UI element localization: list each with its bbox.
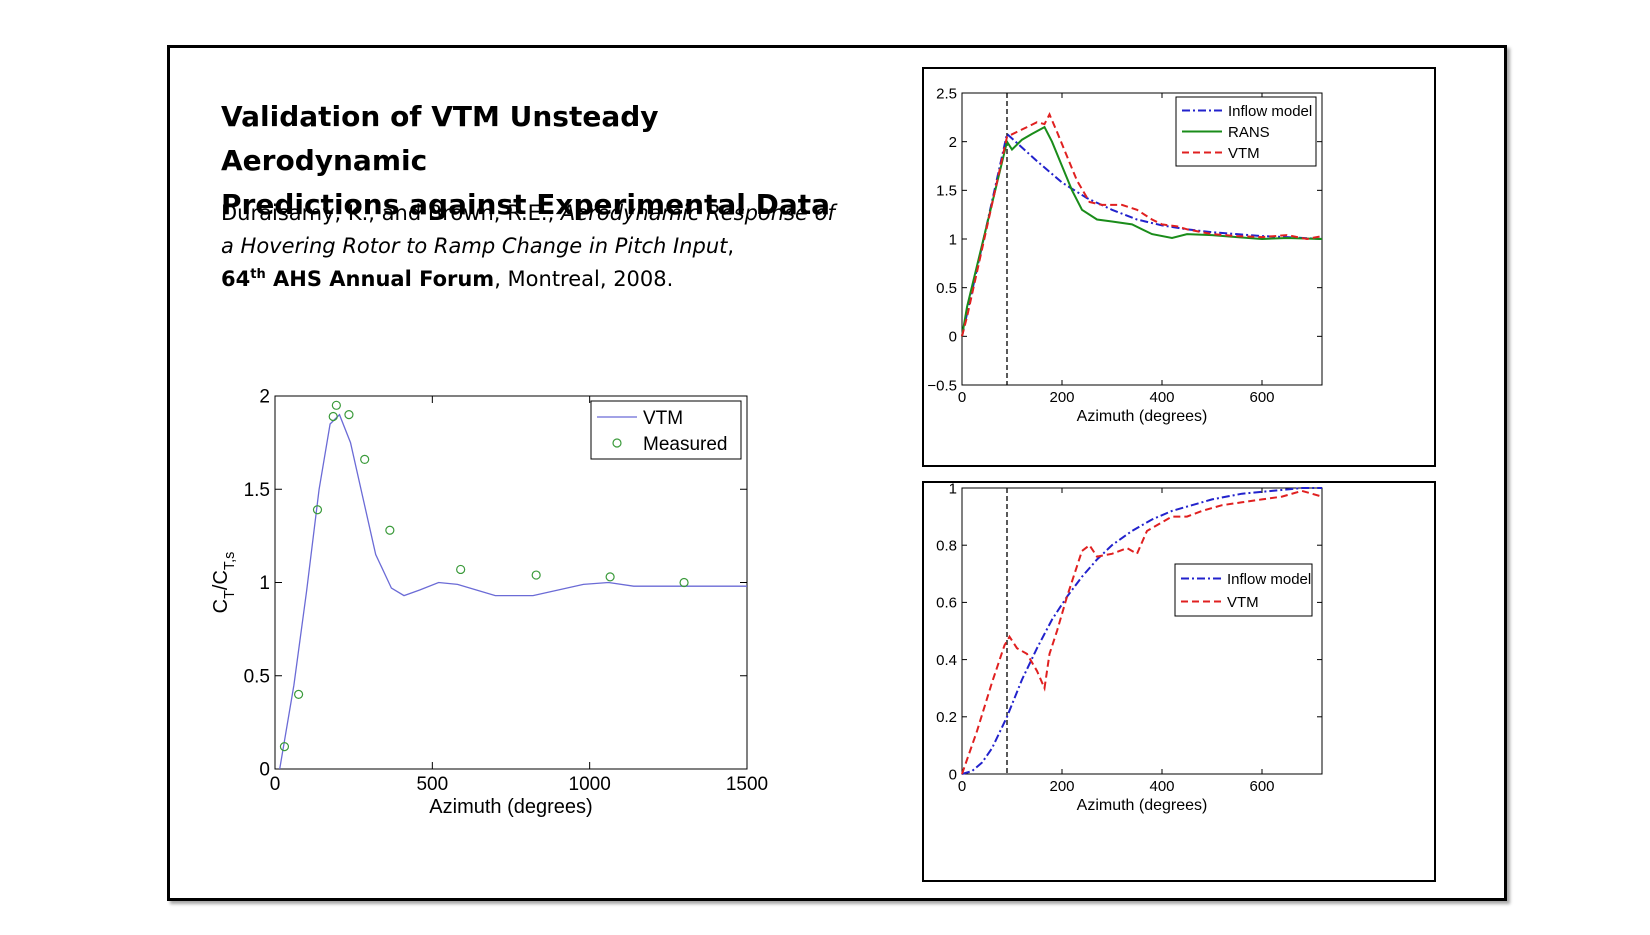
citation-forum-number: 64 — [221, 267, 250, 291]
y-tick-label: 0.4 — [936, 652, 957, 669]
y-tick-label: −0.5 — [927, 377, 957, 394]
y-tick-label: 0 — [949, 329, 957, 346]
x-axis-label: Azimuth (degrees) — [1077, 408, 1208, 425]
y-tick-label: 2.5 — [936, 85, 957, 102]
legend-label: Measured — [643, 434, 728, 455]
y-tick-label: 1 — [949, 231, 957, 248]
title-line-1: Validation of VTM Unsteady Aerodynamic — [221, 100, 659, 177]
y-tick-label: 2 — [949, 134, 957, 151]
y-tick-label: 1 — [949, 483, 957, 497]
legend-label: Inflow model — [1228, 103, 1312, 120]
legend-label: VTM — [643, 408, 683, 429]
x-tick-label: 0 — [958, 389, 966, 406]
y-tick-label: 1.5 — [936, 183, 957, 200]
citation-location: , Montreal, 2008. — [494, 267, 673, 291]
x-tick-label: 1000 — [569, 774, 611, 795]
y-axis-label: CT​/CT,s​ — [210, 552, 238, 614]
x-tick-label: 400 — [1149, 389, 1174, 406]
legend-label: VTM — [1227, 594, 1259, 611]
citation-forum-suffix: th — [250, 267, 265, 282]
citation-paper-title-1: Aerodynamic Response of — [561, 201, 835, 225]
x-tick-label: 1500 — [726, 774, 768, 795]
y-tick-label: 0.5 — [244, 666, 270, 687]
x-tick-label: 200 — [1049, 778, 1074, 795]
x-tick-label: 400 — [1149, 778, 1174, 795]
citation-paper-title-2: a Hovering Rotor to Ramp Change in Pitch… — [221, 234, 727, 258]
x-tick-label: 500 — [416, 774, 448, 795]
legend-label: VTM — [1228, 145, 1260, 162]
y-tick-label: 0.5 — [936, 280, 957, 297]
legend-label: Inflow model — [1227, 571, 1311, 588]
y-tick-label: 1.5 — [244, 480, 270, 501]
y-tick-label: 0.8 — [936, 537, 957, 554]
y-tick-label: 0 — [259, 760, 270, 781]
y-tick-label: 0.6 — [936, 595, 957, 612]
x-tick-label: 600 — [1249, 778, 1274, 795]
citation: Duraisamy, K., and Brown, R.E., Aerodyna… — [221, 197, 901, 296]
y-tick-label: 2 — [259, 387, 270, 408]
citation-authors: Duraisamy, K., and Brown, R.E., — [221, 201, 561, 225]
x-tick-label: 600 — [1249, 389, 1274, 406]
y-tick-label: 0 — [949, 766, 957, 783]
chart-ct-vs-azimuth-measured: 0 500 1000 1500 0 0.5 1 1.5 2 Azimuth (degrees) CT… — [205, 380, 825, 870]
x-tick-label: 0 — [270, 774, 281, 795]
chart-inflow-ratio: 0 200 400 600 0 0.2 0.4 0.6 0.8 1 Azimuth (degrees… — [924, 483, 1434, 880]
citation-separator: , — [727, 234, 734, 258]
x-axis-label: Azimuth (degrees) — [429, 796, 592, 818]
plot-area — [962, 488, 1322, 774]
x-tick-label: 200 — [1049, 389, 1074, 406]
x-tick-label: 0 — [958, 778, 966, 795]
legend-label: RANS — [1228, 124, 1270, 141]
x-axis-label: Azimuth (degrees) — [1077, 797, 1208, 814]
citation-forum-name: AHS Annual Forum — [266, 267, 494, 291]
y-tick-label: 1 — [259, 573, 270, 594]
y-tick-label: 0.2 — [936, 709, 957, 726]
